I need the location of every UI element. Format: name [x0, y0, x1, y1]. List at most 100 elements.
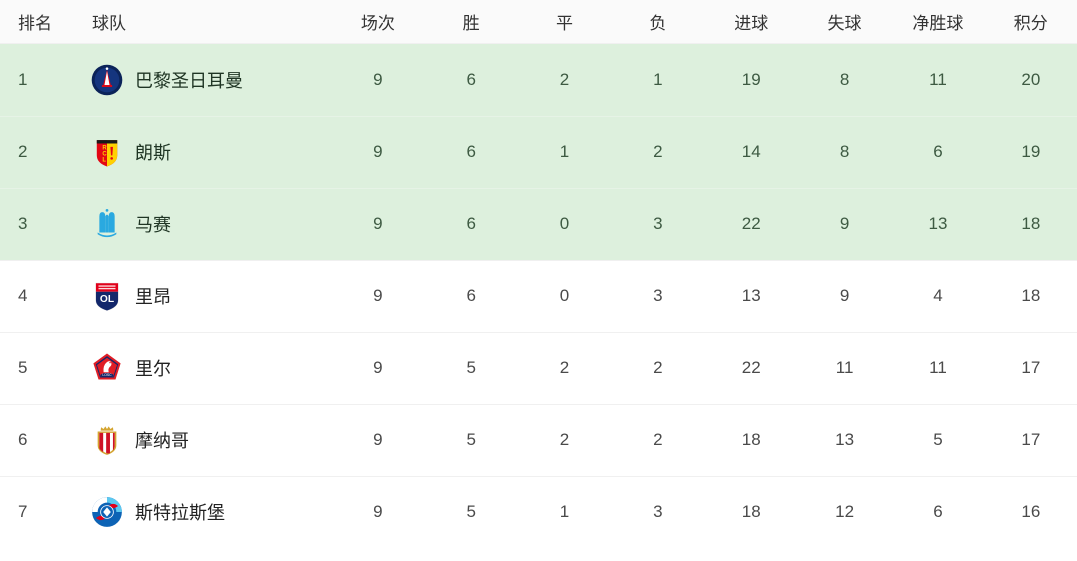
table-row[interactable]: 4 OL 里昂 9 6 0 3 13 9 4 18	[0, 260, 1077, 332]
cell-played: 9	[373, 502, 383, 521]
cell-played: 9	[373, 430, 383, 449]
psg-logo	[90, 63, 124, 97]
svg-text:C: C	[102, 151, 107, 157]
cell-points: 16	[1021, 502, 1041, 521]
column-header-rank: 排名	[18, 14, 52, 33]
cell-win: 5	[466, 430, 476, 449]
cell-goal-diff: 4	[933, 286, 943, 305]
column-header-goals-against: 失球	[827, 14, 862, 33]
cell-draw: 2	[559, 430, 570, 449]
cell-loss: 2	[653, 142, 663, 161]
league-standings-table: 排名 球队 场次 胜 平 负 进球 失球 净胜球 积分 1 巴黎圣日耳曼 9 6 2 1…	[0, 0, 1077, 548]
lens-logo: R C L	[90, 135, 124, 169]
cell-goals-against: 13	[835, 430, 855, 449]
svg-text:R: R	[102, 145, 107, 151]
column-header-played: 场次	[360, 14, 395, 33]
table-body: 1 巴黎圣日耳曼 9 6 2 1 19 8 11 20 2 R C L 朗斯 9 6 1 2 14 8 6 19 3…	[0, 44, 1077, 548]
cell-draw: 0	[559, 214, 570, 233]
cell-goal-diff: 5	[933, 430, 943, 449]
cell-win: 6	[466, 142, 476, 161]
cell-goals-for: 18	[741, 430, 761, 449]
cell-loss: 3	[653, 214, 663, 233]
table-row[interactable]: 5 LOSC 里尔 9 5 2 2 22 11 11 17	[0, 332, 1077, 404]
monaco-logo	[90, 423, 124, 457]
table-row[interactable]: 1 巴黎圣日耳曼 9 6 2 1 19 8 11 20	[0, 44, 1077, 116]
column-header-team: 球队	[91, 14, 126, 33]
cell-goals-for: 22	[741, 358, 761, 377]
cell-loss: 3	[653, 502, 663, 521]
cell-played: 9	[373, 358, 383, 377]
cell-points: 19	[1021, 142, 1041, 161]
team-name: 摩纳哥	[134, 431, 189, 451]
cell-goal-diff: 13	[928, 214, 948, 233]
cell-team[interactable]: OL 里昂	[90, 279, 331, 313]
cell-team[interactable]: LOSC 里尔	[90, 351, 331, 385]
cell-team[interactable]: 斯特拉斯堡	[90, 495, 331, 529]
cell-goal-diff: 6	[933, 142, 943, 161]
team-name: 巴黎圣日耳曼	[134, 71, 243, 91]
lille-logo: LOSC	[90, 351, 124, 385]
cell-goals-against: 8	[839, 142, 850, 161]
cell-win: 6	[466, 214, 476, 233]
cell-goals-against: 9	[839, 286, 850, 305]
team-name: 里尔	[134, 359, 171, 379]
cell-goal-diff: 11	[929, 358, 947, 377]
cell-goals-against: 11	[835, 358, 854, 377]
team-name: 斯特拉斯堡	[134, 503, 225, 523]
cell-played: 9	[373, 286, 383, 305]
cell-points: 18	[1021, 214, 1041, 233]
cell-win: 5	[466, 502, 476, 521]
cell-goals-for: 22	[741, 214, 761, 233]
table-row[interactable]: 7 斯特拉斯堡 9 5 1 3 18 12 6 16	[0, 476, 1077, 548]
table-row[interactable]: 3 马赛 9 6 0 3 22 9 13 18	[0, 188, 1077, 260]
team-name: 朗斯	[134, 143, 171, 163]
cell-points: 17	[1021, 358, 1041, 377]
svg-text:LOSC: LOSC	[102, 373, 112, 377]
cell-points: 20	[1021, 70, 1041, 89]
table-row[interactable]: 6 摩纳哥 9 5 2 2 18 13 5 17	[0, 404, 1077, 476]
cell-team[interactable]: 巴黎圣日耳曼	[90, 63, 331, 97]
column-header-loss: 负	[649, 14, 667, 33]
cell-points: 18	[1021, 286, 1041, 305]
team-name: 里昂	[134, 287, 171, 307]
cell-draw: 1	[559, 142, 570, 161]
cell-win: 5	[466, 358, 476, 377]
cell-draw: 2	[559, 358, 570, 377]
cell-played: 9	[373, 214, 383, 233]
marseille-logo	[90, 207, 124, 241]
cell-draw: 1	[559, 502, 570, 521]
cell-win: 6	[466, 286, 476, 305]
cell-loss: 1	[653, 70, 663, 89]
cell-rank: 5	[18, 358, 28, 377]
cell-goals-against: 9	[839, 214, 850, 233]
cell-team[interactable]: 摩纳哥	[90, 423, 331, 457]
cell-goal-diff: 6	[933, 502, 943, 521]
cell-draw: 0	[559, 286, 570, 305]
cell-goals-against: 8	[839, 70, 850, 89]
cell-points: 17	[1021, 430, 1041, 449]
cell-played: 9	[373, 70, 383, 89]
cell-rank: 7	[18, 502, 28, 521]
table-row[interactable]: 2 R C L 朗斯 9 6 1 2 14 8 6 19	[0, 116, 1077, 188]
lyon-logo: OL	[90, 279, 124, 313]
column-header-goals-for: 进球	[734, 14, 769, 33]
cell-team[interactable]: 马赛	[90, 207, 331, 241]
cell-played: 9	[373, 142, 383, 161]
column-header-points: 积分	[1013, 14, 1048, 33]
cell-draw: 2	[559, 70, 570, 89]
cell-loss: 2	[653, 358, 663, 377]
cell-goal-diff: 11	[929, 70, 947, 89]
column-header-draw: 平	[556, 14, 574, 33]
table-header-row: 排名 球队 场次 胜 平 负 进球 失球 净胜球 积分	[0, 0, 1077, 44]
column-header-goal-diff: 净胜球	[912, 14, 964, 33]
cell-rank: 4	[18, 286, 28, 305]
cell-team[interactable]: R C L 朗斯	[90, 135, 331, 169]
strasbourg-logo	[90, 495, 124, 529]
cell-goals-against: 12	[835, 502, 855, 521]
cell-goals-for: 19	[741, 70, 761, 89]
column-header-win: 胜	[462, 14, 480, 33]
team-name: 马赛	[134, 215, 171, 235]
cell-goals-for: 14	[741, 142, 761, 161]
cell-rank: 1	[18, 70, 28, 89]
svg-text:L: L	[102, 157, 106, 163]
